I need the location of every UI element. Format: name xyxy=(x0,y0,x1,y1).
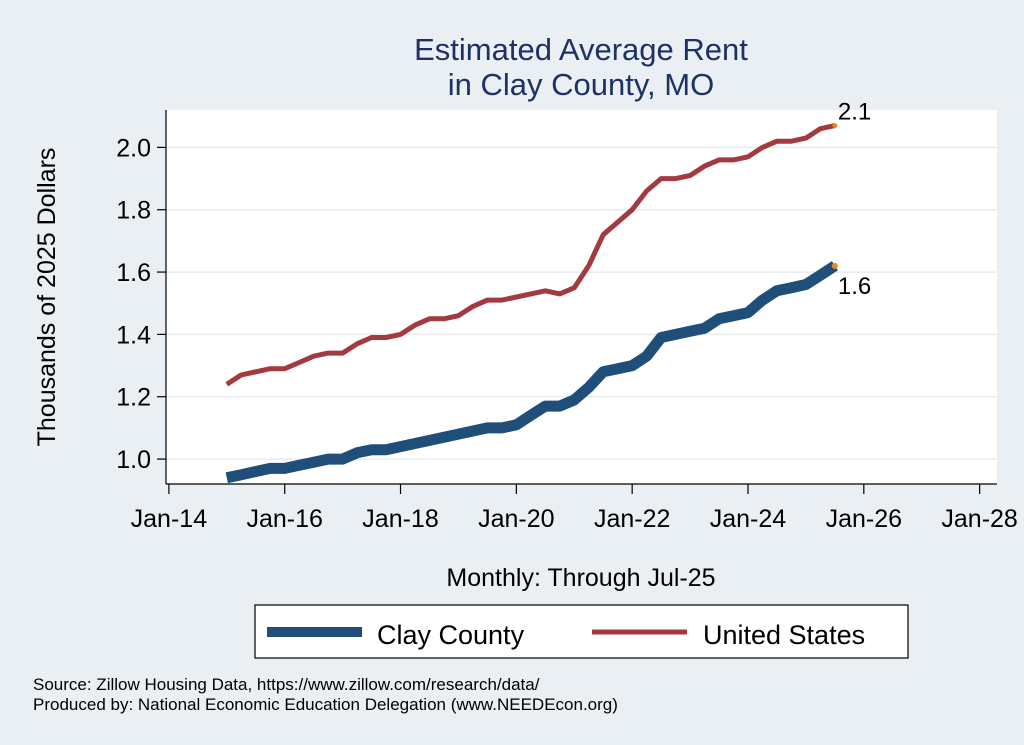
x-tick-label: Jan-20 xyxy=(478,505,554,533)
x-tick-label: Jan-14 xyxy=(131,505,208,533)
x-tick-label: Jan-22 xyxy=(594,505,670,533)
y-tick-label: 1.4 xyxy=(116,321,151,349)
clay-county-end-label: 1.6 xyxy=(838,273,871,300)
chart-title-line-2: in Clay County, MO xyxy=(448,67,714,102)
clay-county-line xyxy=(225,261,838,484)
legend-box xyxy=(254,604,909,659)
y-tick-label: 1.8 xyxy=(116,197,151,225)
x-tick-label: Jan-24 xyxy=(710,505,787,533)
x-tick-label: Jan-16 xyxy=(246,505,322,533)
plot-area xyxy=(166,110,997,484)
producer-note: Produced by: National Economic Education… xyxy=(33,695,618,714)
source-note: Source: Zillow Housing Data, https://www… xyxy=(33,675,540,694)
legend: Clay County United States xyxy=(254,604,909,659)
united-states-end-label: 2.1 xyxy=(838,99,871,126)
end-labels: 2.1 1.6 xyxy=(838,99,871,300)
x-tick-label: Jan-26 xyxy=(826,505,902,533)
y-tick-label: 2.0 xyxy=(116,134,151,162)
y-tick-label: 1.2 xyxy=(116,384,151,412)
x-tick-label: Jan-18 xyxy=(362,505,438,533)
y-tick-label: 1.0 xyxy=(116,446,151,474)
x-tick-label: Jan-28 xyxy=(941,505,1017,533)
chart-title-line-1: Estimated Average Rent xyxy=(414,32,748,67)
x-axis-title: Monthly: Through Jul-25 xyxy=(446,564,715,592)
gridlines xyxy=(166,146,997,460)
united-states-line xyxy=(225,123,836,387)
series-lines xyxy=(225,123,838,484)
legend-label-clay-county: Clay County xyxy=(377,620,525,650)
y-axis-title: Thousands of 2025 Dollars xyxy=(33,148,61,447)
y-tick-label: 1.6 xyxy=(116,259,151,287)
legend-label-united-states: United States xyxy=(703,620,865,650)
united-states-end-marker xyxy=(832,123,838,129)
clay-county-end-marker xyxy=(831,262,838,269)
axes: 1.0 1.2 1.4 1.6 1.8 2.0 Jan-14 Jan-16 Jan-18 Jan-… xyxy=(116,110,1018,533)
